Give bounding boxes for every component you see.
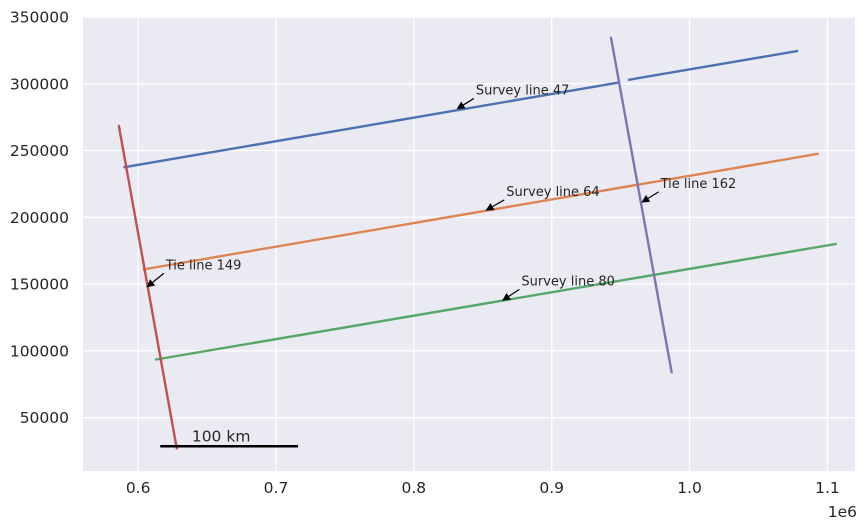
x-tick-label: 0.9 [539, 479, 564, 497]
annotation-arrow-line [463, 97, 475, 106]
x-axis-offset-label: 1e6 [828, 503, 857, 521]
annotation-label: Survey line 47 [476, 83, 569, 98]
series-line-2 [154, 242, 837, 361]
y-tick-label: 300000 [10, 75, 69, 93]
annotation-arrow-head [502, 293, 511, 301]
annotation-arrow-head [641, 194, 651, 203]
x-tick-label: 1.0 [677, 479, 702, 497]
annotation-label: Survey line 80 [521, 274, 615, 289]
y-tick-label: 50000 [20, 409, 69, 427]
y-tick-label: 350000 [10, 9, 69, 27]
annotation: Survey line 47 [456, 83, 569, 110]
annotation-arrow-head [146, 279, 156, 288]
x-tick-label: 0.7 [264, 479, 289, 497]
x-tick-label: 0.6 [126, 479, 151, 497]
series-line-0 [123, 81, 621, 169]
annotations: Survey line 47 Survey line 64 Survey line … [146, 83, 736, 301]
y-tick-label: 100000 [10, 342, 69, 360]
annotation-arrow-line [152, 272, 165, 283]
annotation-arrow-head [485, 203, 495, 211]
y-axis-ticks: 50000 100000 150000 200000 250000 300000 35000… [10, 9, 69, 428]
annotation: Survey line 80 [502, 274, 615, 301]
annotation: Tie line 149 [146, 258, 242, 288]
y-tick-label: 150000 [10, 276, 69, 294]
annotation-arrow-line [508, 288, 520, 297]
series-line-1 [142, 152, 819, 271]
x-axis-ticks: 0.6 0.7 0.8 0.9 1.0 1.1 [126, 479, 840, 497]
annotation-label: Survey line 64 [506, 185, 600, 200]
series-line-0 [627, 49, 799, 81]
annotation-arrow-line [647, 191, 659, 199]
series-line-4 [609, 36, 673, 374]
annotation-arrow-head [456, 101, 466, 110]
annotation: Tie line 162 [641, 177, 736, 203]
scale-bar: 100 km [160, 427, 299, 448]
grid [83, 16, 855, 471]
x-tick-label: 1.1 [815, 479, 840, 497]
annotation-label: Tie line 162 [660, 177, 737, 192]
y-tick-label: 250000 [10, 142, 69, 160]
annotation-label: Tie line 149 [165, 258, 242, 273]
annotation-arrow-line [492, 199, 505, 208]
plot-area [83, 17, 855, 471]
scale-bar-label: 100 km [192, 427, 251, 445]
x-tick-label: 0.8 [402, 479, 427, 497]
y-tick-label: 200000 [10, 209, 69, 227]
annotation: Survey line 64 [485, 185, 600, 211]
